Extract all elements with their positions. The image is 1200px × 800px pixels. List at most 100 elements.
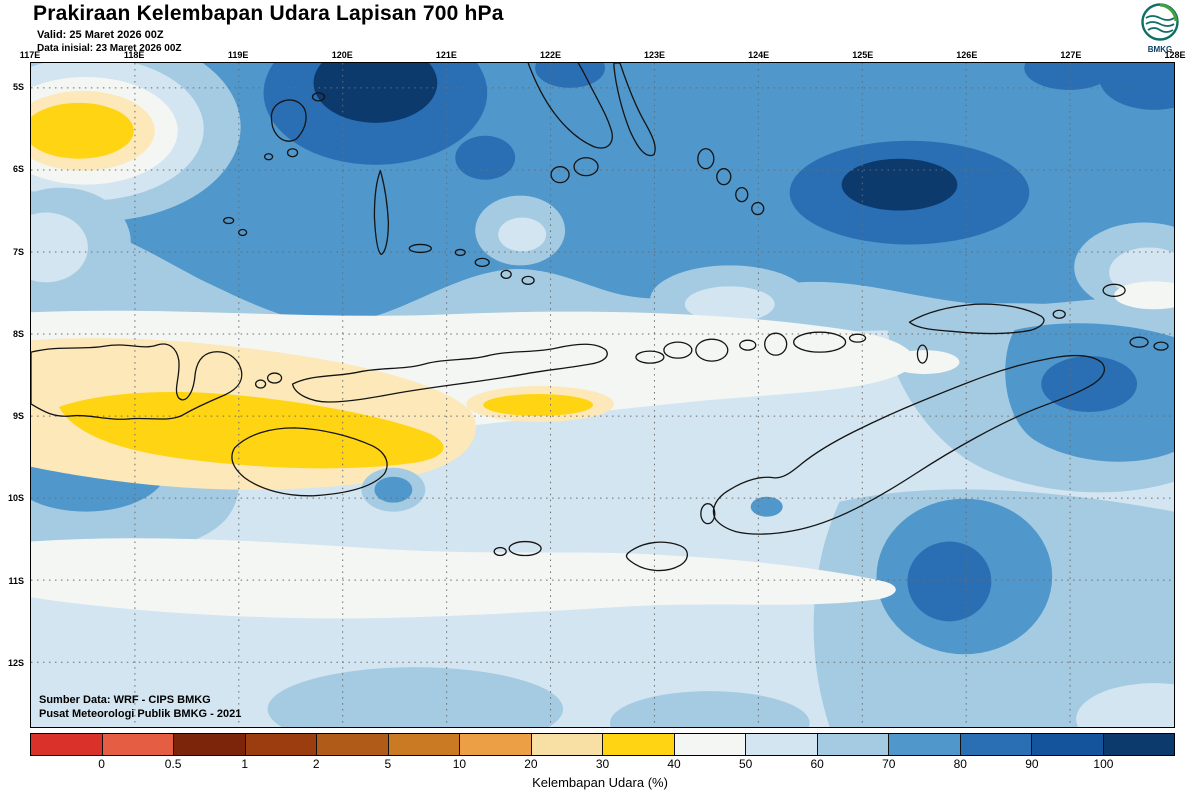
colorbar-tick-label: 1: [241, 757, 249, 771]
kisar-outline: [1052, 309, 1066, 319]
sumbawa-outline: [31, 343, 243, 420]
rh-region: [313, 63, 438, 123]
lat-tick-label: 10S: [7, 493, 24, 504]
flores-outline: [291, 343, 608, 403]
wakatobi-outline: [716, 168, 732, 186]
lat-tick-label: 12S: [7, 658, 24, 668]
colorbar-segment: [460, 734, 532, 755]
rh-region: [535, 63, 605, 88]
source-note: Sumber Data: WRF - CIPS BMKG Pusat Meteo…: [39, 693, 241, 721]
wakatobi-outline: [697, 148, 715, 170]
bonerate-outline: [454, 248, 466, 257]
page-title: Prakiraan Kelembapan Udara Lapisan 700 h…: [33, 2, 504, 25]
alor-outline: [793, 331, 847, 353]
rh-region: [267, 667, 564, 727]
timor-outline: [712, 354, 1106, 535]
small-island-outline: [237, 228, 248, 237]
colorbar-segment: [817, 734, 889, 755]
colorbar-segment: [174, 734, 246, 755]
colorbar-tick-label: 100: [1093, 757, 1114, 771]
map-frame: Sumber Data: WRF - CIPS BMKG Pusat Meteo…: [30, 62, 1175, 728]
colorbar-tick-label: 90: [1025, 757, 1039, 771]
colorbar-segment: [603, 734, 675, 755]
humidity-field: [31, 63, 1174, 727]
lon-tick-label: 117E: [19, 50, 41, 60]
colorbar-tick-label: 60: [810, 757, 824, 771]
lat-tick-label: 5S: [12, 82, 24, 92]
colorbar-segment: [102, 734, 174, 755]
lon-tick-label: 120E: [331, 50, 353, 60]
colorbar: [30, 733, 1175, 756]
lat-axis: 5S 6S 7S 8S 9S 10S 11S 12S: [0, 62, 26, 728]
rh-region: [684, 286, 775, 323]
lat-tick-label: 9S: [12, 411, 24, 422]
leti-outline: [1129, 336, 1149, 348]
rh-region: [750, 496, 783, 517]
solor-outline: [635, 350, 665, 364]
bmkg-logo-icon: [1141, 3, 1179, 41]
lat-tick-label: 8S: [12, 328, 24, 339]
rh-region: [1099, 63, 1174, 110]
bonerate-outline: [500, 269, 512, 279]
rh-region: [498, 217, 547, 252]
lon-tick-label: 122E: [539, 50, 561, 60]
lon-tick-label: 119E: [227, 50, 249, 60]
adonara-outline: [663, 341, 693, 359]
small-island-outline: [223, 216, 235, 225]
colorbar-tick-label: 0.5: [164, 757, 182, 771]
atauro-outline: [916, 344, 929, 364]
buton-outline: [613, 63, 656, 157]
rh-region: [483, 394, 594, 416]
bonerate-outline: [521, 275, 535, 285]
lat-tick-label: 6S: [12, 164, 24, 175]
colorbar-segment: [245, 734, 317, 755]
rh-region: [31, 212, 88, 283]
selayar-outline: [373, 170, 390, 256]
bonerate-outline: [474, 257, 490, 268]
small-island-outline: [254, 379, 267, 389]
colorbar-tick-label: 0: [98, 757, 105, 771]
tanakeke-outline: [263, 153, 274, 161]
colorbar-tick-label: 80: [953, 757, 967, 771]
lat-tick-label: 7S: [12, 246, 24, 257]
sabu-outline: [508, 540, 542, 557]
rh-region: [610, 691, 810, 727]
wetar-outline: [908, 303, 1045, 335]
lat-tick-label: 11S: [8, 575, 24, 586]
colorbar-tick-label: 30: [595, 757, 610, 771]
bmkg-logo: BMKG: [1134, 2, 1186, 54]
colorbar-segment: [1103, 734, 1174, 755]
lon-tick-label: 121E: [435, 50, 457, 60]
colorbar-segment: [317, 734, 389, 755]
colorbar-tick-label: 2: [312, 757, 320, 771]
rh-region: [455, 135, 516, 180]
lon-tick-label: 118E: [123, 50, 145, 60]
colorbar-segment: [889, 734, 961, 755]
colorbar-tick-label: 5: [384, 757, 392, 771]
island-outlines: [31, 63, 1169, 572]
wakatobi-outline: [735, 186, 749, 203]
colorbar-ticks: 0 0.5 1 2 5 10 20 30 40 50 60 70 80 90 100: [30, 757, 1175, 773]
colorbar-segment: [1032, 734, 1104, 755]
lon-tick-label: 128E: [1164, 50, 1186, 60]
moa-outline: [1153, 341, 1169, 351]
colorbar-segment: [960, 734, 1032, 755]
colorbar-segment: [746, 734, 818, 755]
small-island-outline: [311, 92, 326, 102]
colorbar-caption: Kelembapan Udara (%): [532, 775, 668, 790]
lon-tick-label: 127E: [1060, 50, 1082, 60]
bmkg-logo-label: BMKG: [1147, 45, 1173, 54]
source-line2: Pusat Meteorologi Publik BMKG - 2021: [39, 708, 242, 720]
colorbar-segment: [388, 734, 460, 755]
rh-region: [907, 541, 992, 622]
colorbar-tick-label: 70: [882, 757, 896, 771]
colorbar-tick-label: 20: [524, 757, 538, 771]
colorbar-segment: [31, 734, 103, 755]
sulawesi-peninsula-outline: [527, 63, 613, 149]
colorbar-segment: [531, 734, 603, 755]
humidity-map: [31, 63, 1174, 727]
semau-outline: [700, 503, 716, 525]
wakatobi-outline: [751, 201, 765, 216]
rh-region: [31, 538, 896, 619]
